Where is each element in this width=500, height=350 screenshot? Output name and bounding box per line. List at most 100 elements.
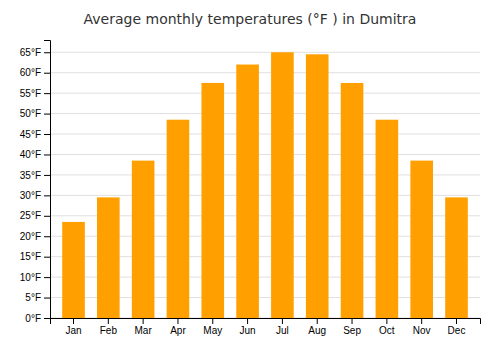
y-tick-label: 20°F xyxy=(20,231,41,242)
grid xyxy=(50,52,480,318)
grid-line xyxy=(50,93,480,94)
y-tick-mark xyxy=(44,195,50,196)
y-tick-label: 15°F xyxy=(20,251,41,262)
y-tick-label: 30°F xyxy=(20,190,41,201)
y-axis: 0°F 5°F 10°F 15°F 20°F 25°F 30°F 35°F 40°F 45°F 50… xyxy=(20,41,51,324)
bar xyxy=(132,161,155,318)
x-tick-mark xyxy=(282,318,283,324)
y-tick: 10°F xyxy=(20,272,50,283)
y-tick: 15°F xyxy=(20,251,50,262)
y-tick-label: 5°F xyxy=(25,292,41,303)
y-tick-label: 40°F xyxy=(20,149,41,160)
y-tick-mark xyxy=(44,52,50,53)
x-axis-line xyxy=(51,319,481,325)
y-tick: 60°F xyxy=(20,67,50,78)
x-tick-mark xyxy=(143,318,144,324)
y-tick-mark xyxy=(44,175,50,176)
x-tick: Feb xyxy=(100,318,118,336)
x-tick: Jan xyxy=(65,318,81,336)
x-tick-mark xyxy=(108,318,109,324)
x-tick-mark xyxy=(386,318,387,324)
bar xyxy=(62,222,85,318)
x-axis: Jan Feb Mar Apr May Jun Jul Aug Sep Oct Nov Dec xyxy=(51,318,481,336)
y-tick: 35°F xyxy=(20,170,50,181)
x-tick-label: May xyxy=(203,325,222,336)
x-tick: Aug xyxy=(308,318,326,336)
x-tick-mark xyxy=(352,318,353,324)
y-tick-mark xyxy=(44,257,50,258)
x-tick: Jul xyxy=(276,318,289,336)
x-tick-label: Jul xyxy=(276,325,289,336)
x-tick-mark xyxy=(456,318,457,324)
x-tick: Nov xyxy=(413,318,431,336)
x-tick: Apr xyxy=(170,318,186,336)
y-axis-line xyxy=(44,41,51,319)
y-tick: 0°F xyxy=(25,313,50,324)
x-tick: Sep xyxy=(343,318,361,336)
y-tick-label: 10°F xyxy=(20,272,41,283)
x-tick: Jun xyxy=(240,318,256,336)
bar xyxy=(410,161,433,318)
bar xyxy=(201,83,224,318)
y-tick-label: 25°F xyxy=(20,210,41,221)
y-tick-label: 55°F xyxy=(20,88,41,99)
y-tick-mark xyxy=(44,114,50,115)
y-tick-mark xyxy=(44,318,50,319)
x-tick-mark xyxy=(177,318,178,324)
bar xyxy=(306,54,329,318)
x-tick-label: Apr xyxy=(170,325,186,336)
x-tick-label: Sep xyxy=(343,325,361,336)
grid-line xyxy=(50,134,480,135)
grid-line xyxy=(50,52,480,53)
x-tick-label: Nov xyxy=(413,325,431,336)
x-tick-label: Feb xyxy=(100,325,118,336)
x-tick-mark xyxy=(212,318,213,324)
y-tick-mark xyxy=(44,298,50,299)
bar xyxy=(341,83,364,318)
bar xyxy=(236,65,259,318)
y-tick-label: 0°F xyxy=(25,313,41,324)
y-tick-mark xyxy=(44,93,50,94)
y-tick-label: 60°F xyxy=(20,67,41,78)
plot: 0°F 5°F 10°F 15°F 20°F 25°F 30°F 35°F 40°F 45°F 50… xyxy=(20,41,481,337)
bar xyxy=(271,52,294,318)
y-tick: 40°F xyxy=(20,149,50,160)
y-tick: 45°F xyxy=(20,129,50,140)
x-tick-label: Mar xyxy=(135,325,153,336)
x-tick-label: Jan xyxy=(65,325,81,336)
y-tick-mark xyxy=(44,216,50,217)
y-tick-mark xyxy=(44,236,50,237)
y-tick-label: 35°F xyxy=(20,170,41,181)
x-tick: May xyxy=(203,318,222,336)
y-tick: 30°F xyxy=(20,190,50,201)
x-tick: Oct xyxy=(379,318,395,336)
x-tick-label: Oct xyxy=(379,325,395,336)
y-tick-label: 45°F xyxy=(20,129,41,140)
y-tick-mark xyxy=(44,154,50,155)
bar xyxy=(167,120,190,318)
y-tick: 55°F xyxy=(20,88,50,99)
grid-line xyxy=(50,113,480,114)
x-tick-mark xyxy=(421,318,422,324)
x-tick: Mar xyxy=(135,318,153,336)
bar xyxy=(376,120,399,318)
x-tick-label: Aug xyxy=(308,325,326,336)
grid-line xyxy=(50,72,480,73)
title: Average monthly temperatures (°F ) in Du… xyxy=(84,11,417,27)
y-tick: 5°F xyxy=(25,292,50,303)
y-tick-label: 65°F xyxy=(20,47,41,58)
y-tick-label: 50°F xyxy=(20,108,41,119)
y-tick: 65°F xyxy=(20,47,50,58)
bars xyxy=(62,52,468,318)
x-tick-label: Dec xyxy=(448,325,466,336)
bar xyxy=(97,197,120,318)
y-tick-mark xyxy=(44,134,50,135)
chart: 0°F 5°F 10°F 15°F 20°F 25°F 30°F 35°F 40°F 45°F 50… xyxy=(0,0,500,350)
y-tick: 50°F xyxy=(20,108,50,119)
bar xyxy=(445,197,468,318)
y-tick-mark xyxy=(44,73,50,74)
x-tick-label: Jun xyxy=(240,325,256,336)
x-tick-mark xyxy=(247,318,248,324)
x-tick-mark xyxy=(317,318,318,324)
x-tick: Dec xyxy=(448,318,466,336)
